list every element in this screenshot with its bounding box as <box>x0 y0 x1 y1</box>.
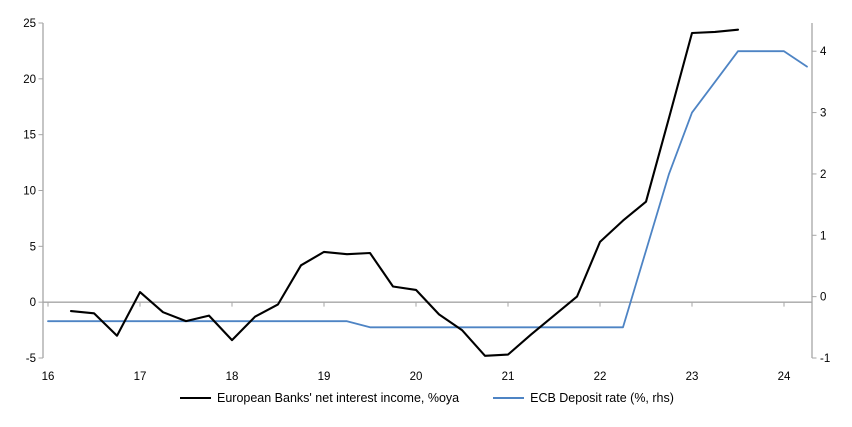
right-axis-tick-label: 4 <box>820 46 827 58</box>
x-axis-tick-label: 16 <box>42 371 55 383</box>
right-axis-tick-label: -1 <box>820 353 830 365</box>
right-axis-tick-label: 3 <box>820 108 826 120</box>
left-axis-tick-label: 0 <box>30 297 36 309</box>
net-interest-income-line <box>69 28 740 357</box>
left-axis-tick-label: 5 <box>30 241 36 253</box>
x-axis-tick-label: 24 <box>778 371 791 383</box>
x-axis-tick-label: 19 <box>318 371 331 383</box>
left-axis-tick-label: -5 <box>26 353 36 365</box>
left-axis-tick-label: 10 <box>23 186 36 198</box>
right-axis-tick-label: 2 <box>820 169 826 181</box>
x-axis-tick-label: 22 <box>594 371 607 383</box>
x-axis-tick-label: 18 <box>226 371 239 383</box>
left-axis-tick-label: 15 <box>23 130 36 142</box>
x-axis-tick-label: 23 <box>686 371 699 383</box>
x-axis-tick-label: 17 <box>134 371 147 383</box>
right-axis-tick-label: 0 <box>820 292 826 304</box>
x-axis-tick-label: 20 <box>410 371 423 383</box>
x-axis-tick-label: 21 <box>502 371 515 383</box>
legend-item-ecb-deposit-rate: ECB Deposit rate (%, rhs) <box>493 391 674 405</box>
left-axis-tick-label: 20 <box>23 74 36 86</box>
black-line-swatch <box>180 397 211 399</box>
ecb-deposit-rate-line <box>47 50 808 329</box>
legend-label-ecb-deposit-rate: ECB Deposit rate (%, rhs) <box>530 391 674 405</box>
legend-label-net-interest-income: European Banks' net interest income, %oy… <box>217 391 460 405</box>
right-axis-tick-label: 1 <box>820 230 826 242</box>
left-axis-tick-label: 25 <box>23 18 36 30</box>
legend-item-net-interest-income: European Banks' net interest income, %oy… <box>180 391 459 405</box>
legend: European Banks' net interest income, %oy… <box>180 391 674 405</box>
blue-line-swatch <box>493 397 525 399</box>
